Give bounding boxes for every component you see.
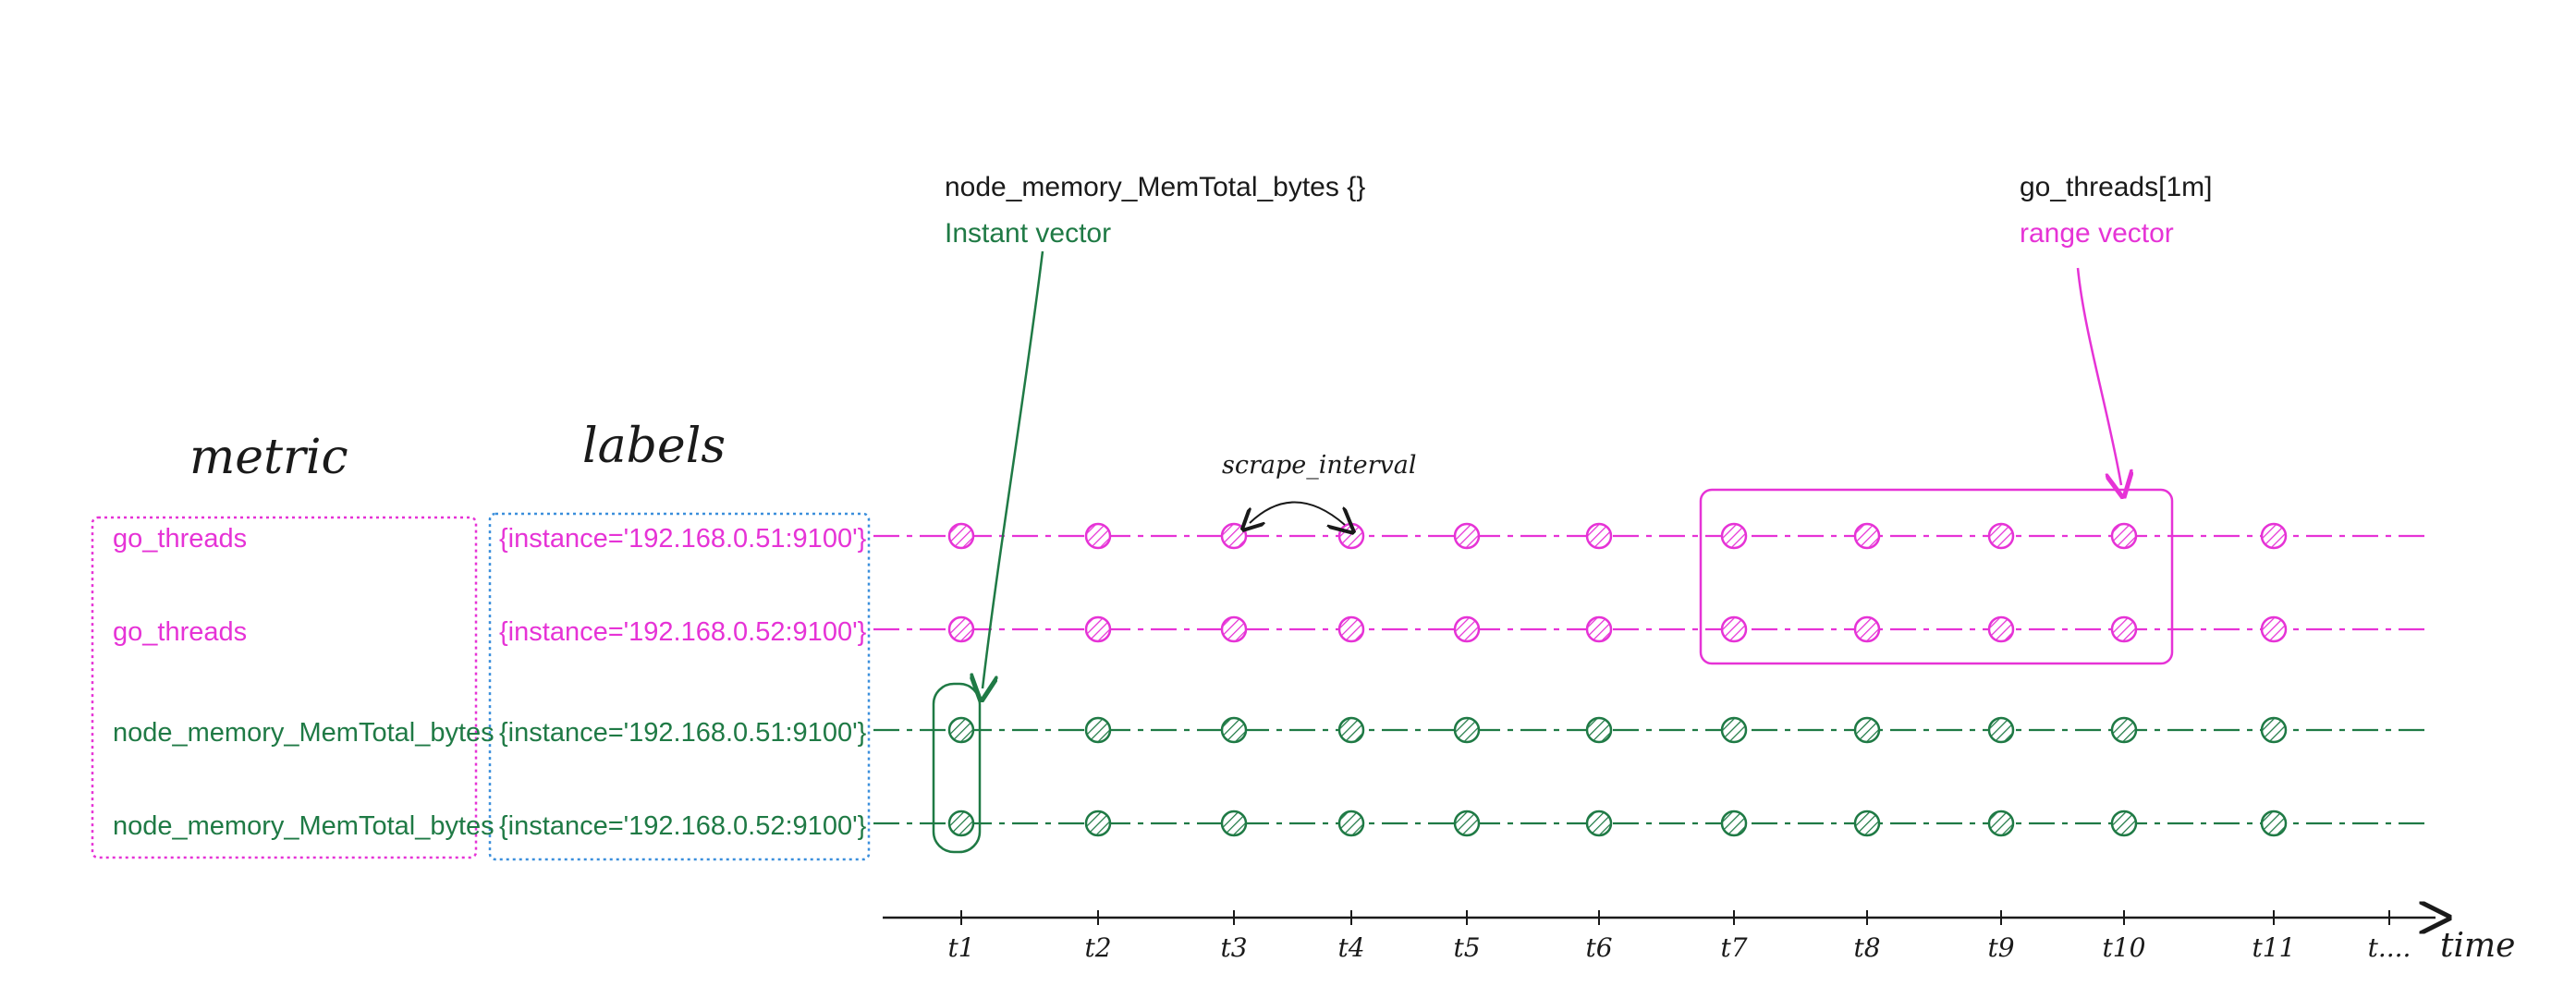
sample-dot-hatch xyxy=(1340,525,1362,547)
axis-tick-label: t9 xyxy=(1987,932,2014,963)
sample-dot-hatch xyxy=(1856,812,1878,834)
axis-tick-label: t7 xyxy=(1720,932,1747,963)
axis-tick-label: t3 xyxy=(1220,932,1247,963)
instant-vector-arrow xyxy=(983,250,1044,688)
sample-dot-hatch xyxy=(1340,812,1362,834)
sample-dot-hatch xyxy=(1990,618,2012,640)
instant-vector-box xyxy=(932,682,982,854)
sample-dot-hatch xyxy=(1456,812,1478,834)
sample-dot-hatch xyxy=(1723,812,1745,834)
sample-dot-hatch xyxy=(1223,618,1245,640)
sample-dot-hatch xyxy=(2113,719,2135,741)
sample-dot-hatch xyxy=(1087,618,1109,640)
sample-dot-hatch xyxy=(2113,525,2135,547)
sample-dot-hatch xyxy=(1856,525,1878,547)
sample-dot-hatch xyxy=(1223,525,1245,547)
sample-dot-hatch xyxy=(1087,525,1109,547)
row-label-set: {instance='192.168.0.51:9100'} xyxy=(499,524,867,554)
row-label-set: {instance='192.168.0.51:9100'} xyxy=(499,718,867,748)
sample-dot-hatch xyxy=(1456,719,1478,741)
row-label-set: {instance='192.168.0.52:9100'} xyxy=(499,811,867,841)
sample-dot-hatch xyxy=(2113,812,2135,834)
sample-dot-hatch xyxy=(1856,618,1878,640)
metric-header: metric xyxy=(189,430,348,485)
sample-dot-hatch xyxy=(1588,719,1610,741)
range-vector-box xyxy=(1699,488,2174,665)
sample-dot-hatch xyxy=(1340,719,1362,741)
time-axis-label: time xyxy=(2440,927,2515,965)
axis-tick-label: t8 xyxy=(1853,932,1880,963)
sample-dot-hatch xyxy=(2263,812,2285,834)
sample-dot-hatch xyxy=(1723,719,1745,741)
sample-dot-hatch xyxy=(1223,719,1245,741)
row-metric-name: node_memory_MemTotal_bytes xyxy=(113,811,494,841)
row-label-set: {instance='192.168.0.52:9100'} xyxy=(499,617,867,647)
axis-tick-label: t11 xyxy=(2252,932,2296,963)
sample-dot-hatch xyxy=(950,719,972,741)
labels-header: labels xyxy=(582,419,726,474)
sample-dot-hatch xyxy=(1723,618,1745,640)
sample-dot-hatch xyxy=(1588,525,1610,547)
sample-dot-hatch xyxy=(1340,618,1362,640)
labels-column-box xyxy=(488,512,871,861)
sample-dot-hatch xyxy=(2263,618,2285,640)
sample-dot-hatch xyxy=(1456,618,1478,640)
axis-tick-label: t1 xyxy=(947,932,974,963)
metric-column-box xyxy=(91,516,478,859)
sample-dot-hatch xyxy=(1087,719,1109,741)
scrape-interval-arc xyxy=(1250,501,1345,525)
sample-dot-hatch xyxy=(2263,719,2285,741)
row-metric-name: node_memory_MemTotal_bytes xyxy=(113,718,494,748)
sample-dot-hatch xyxy=(1223,812,1245,834)
axis-tick-label: t10 xyxy=(2103,932,2146,963)
sample-dot-hatch xyxy=(950,812,972,834)
axis-tick-label: t2 xyxy=(1084,932,1111,963)
sample-dot-hatch xyxy=(2113,618,2135,640)
sample-dot-hatch xyxy=(2263,525,2285,547)
range-query-text: go_threads[1m] xyxy=(2020,172,2212,202)
axis-tick-label: t6 xyxy=(1585,932,1612,963)
sample-dot-hatch xyxy=(950,525,972,547)
sample-dot-hatch xyxy=(1723,525,1745,547)
sample-dot-hatch xyxy=(1990,812,2012,834)
sample-dot-hatch xyxy=(1990,719,2012,741)
sample-dot-hatch xyxy=(1856,719,1878,741)
sample-dot-hatch xyxy=(1087,812,1109,834)
range-vector-arrow xyxy=(2076,267,2121,485)
axis-tick-label: t5 xyxy=(1453,932,1480,963)
sample-dot-hatch xyxy=(1456,525,1478,547)
instant-query-text: node_memory_MemTotal_bytes {} xyxy=(945,172,1365,202)
axis-tick-label: t4 xyxy=(1337,932,1364,963)
row-metric-name: go_threads xyxy=(113,524,247,554)
sample-dot-hatch xyxy=(950,618,972,640)
range-vector-label: range vector xyxy=(2020,218,2174,249)
sample-dot-hatch xyxy=(1588,812,1610,834)
sample-dot-hatch xyxy=(1588,618,1610,640)
instant-vector-label: Instant vector xyxy=(945,218,1111,249)
scrape-interval-label: scrape_interval xyxy=(1222,451,1417,480)
row-metric-name: go_threads xyxy=(113,617,247,647)
sample-dot-hatch xyxy=(1990,525,2012,547)
axis-tick-label: t.... xyxy=(2368,932,2411,963)
